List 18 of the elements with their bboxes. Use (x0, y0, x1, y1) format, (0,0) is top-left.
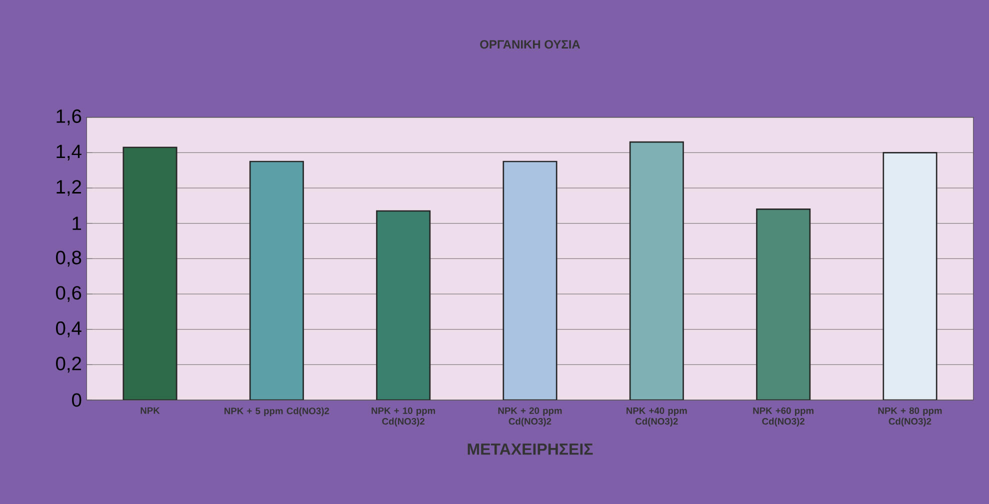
x-tick-label: NPK + 20 ppm Cd(NO3)2 (498, 407, 562, 427)
y-tick-label: 0 (72, 393, 82, 407)
y-tick-label: 0,6 (56, 286, 82, 302)
y-tick-label: 1,2 (56, 180, 81, 196)
chart-title: ΟΡΓΑΝΙΚΗ ΟΥΣΙΑ (480, 40, 580, 49)
y-tick-label: 0,4 (56, 321, 82, 338)
y-tick-label: 0,2 (56, 356, 81, 373)
x-tick-label: NPK +40 ppm Cd(NO3)2 (626, 407, 687, 427)
x-tick-label: NPK + 10 ppm Cd(NO3)2 (372, 407, 436, 427)
y-tick-label: 1,4 (56, 144, 82, 160)
x-tick-label: NPK + 5 ppm Cd(NO3)2 (224, 407, 330, 416)
x-tick-label: NPK + 80 ppm Cd(NO3)2 (878, 407, 942, 427)
x-tick-label: NPK +60 ppm Cd(NO3)2 (753, 407, 814, 427)
y-tick-label: 1,6 (56, 109, 82, 126)
y-tick-label: 0,8 (56, 250, 82, 267)
x-tick-label: NPK (140, 407, 160, 414)
x-axis-title: ΜΕΤΑΧΕΙΡΗΣΕΙΣ (468, 444, 593, 455)
y-tick-label: 1 (72, 216, 82, 230)
